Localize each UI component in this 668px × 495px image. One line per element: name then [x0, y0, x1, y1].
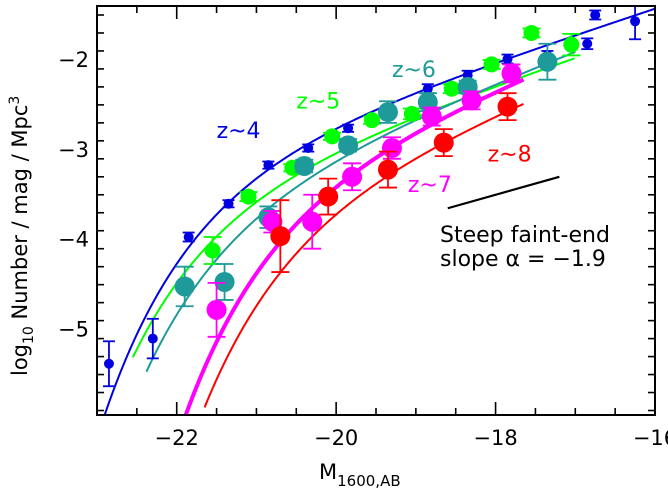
- series-label: z~6: [392, 58, 436, 83]
- slope-indicator-line: [447, 175, 560, 210]
- data-point: [318, 186, 339, 207]
- data-point: [302, 211, 323, 232]
- x-axis-label: M1600,AB: [319, 460, 401, 490]
- data-point: [377, 159, 398, 180]
- data-point: [523, 24, 540, 41]
- series-labels: z~4 z~5 z~6 z~7 z~8: [217, 58, 532, 198]
- x-tick-label: −22: [155, 426, 199, 450]
- y-tick-label: −4: [58, 228, 89, 252]
- data-point: [303, 143, 314, 154]
- fit-curve-z~6: [145, 50, 576, 373]
- data-point: [342, 166, 363, 187]
- fit-curve-z~8: [203, 103, 524, 408]
- data-point: [263, 160, 274, 171]
- data-point: [324, 128, 341, 145]
- data-point: [582, 38, 593, 49]
- data-point: [421, 106, 442, 127]
- y-axis-label-text: Number / mag / Mpc: [8, 105, 32, 327]
- x-tick-label: −18: [473, 426, 517, 450]
- y-tick-label: −2: [58, 48, 89, 72]
- annotation-line-2: slope α = −1.9: [440, 247, 606, 272]
- data-point: [381, 138, 402, 159]
- y-axis-label-superscript: 3: [7, 96, 23, 105]
- x-axis-label-main: M: [319, 460, 337, 484]
- data-point: [364, 112, 381, 129]
- series-label: z~8: [488, 143, 532, 168]
- axes: [96, 5, 656, 416]
- data-points: [102, 6, 642, 388]
- data-point: [403, 105, 420, 122]
- x-axis-label-subscript: 1600,AB: [337, 472, 401, 490]
- data-point: [433, 132, 454, 153]
- data-point: [377, 102, 398, 123]
- plot-frame: [96, 5, 656, 416]
- data-point: [294, 156, 315, 177]
- data-point: [103, 358, 114, 369]
- data-point: [563, 36, 580, 53]
- data-point: [443, 80, 460, 97]
- y-tick-label: −5: [58, 318, 89, 342]
- data-point: [147, 333, 158, 344]
- data-point: [501, 63, 522, 84]
- data-point: [338, 135, 359, 156]
- data-point: [497, 96, 518, 117]
- y-axis-label-log: log: [8, 344, 32, 376]
- series-label: z~7: [408, 173, 452, 198]
- data-point: [502, 54, 513, 65]
- data-point: [206, 299, 227, 320]
- y-axis-label: log10 Number / mag / Mpc3: [7, 96, 37, 376]
- data-point: [174, 276, 195, 297]
- data-point: [343, 123, 354, 134]
- data-point: [590, 9, 601, 20]
- y-tick-label: −3: [58, 138, 89, 162]
- data-point: [483, 56, 500, 73]
- data-point: [630, 16, 641, 27]
- data-point: [461, 90, 482, 111]
- series-label: z~5: [296, 89, 340, 114]
- fit-curve-z~4: [103, 7, 655, 415]
- ticks: −22 −20 −18 −16 −5 −4 −3 −2: [58, 6, 668, 450]
- data-point: [270, 226, 291, 247]
- data-point: [204, 242, 221, 259]
- x-tick-label: −20: [314, 426, 358, 450]
- data-point: [183, 232, 194, 243]
- y-axis-label-subscript: 10: [21, 326, 37, 344]
- series-label: z~4: [217, 119, 261, 144]
- data-point: [223, 198, 234, 209]
- data-point: [537, 51, 558, 72]
- annotation-line-1: Steep faint-end: [440, 223, 610, 248]
- data-point: [240, 188, 257, 205]
- x-tick-label: −16: [633, 426, 668, 450]
- data-point: [422, 83, 433, 94]
